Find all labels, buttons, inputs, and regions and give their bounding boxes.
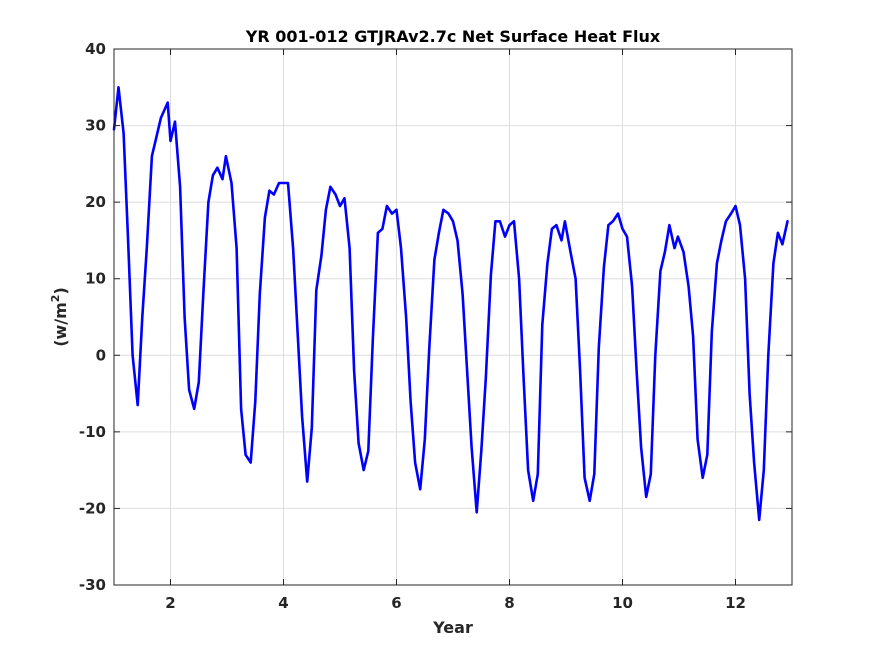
- y-tick-label: 10: [85, 270, 106, 288]
- plot-frame: [113, 48, 793, 586]
- y-tick-label: 40: [85, 40, 106, 58]
- y-tick-label: 0: [96, 346, 106, 364]
- x-tick-label: 8: [504, 594, 514, 612]
- axis-ticks: [114, 48, 792, 586]
- y-axis-label-main: (w/m: [51, 302, 70, 347]
- x-axis-label: Year: [432, 618, 473, 637]
- series-layer: [112, 86, 789, 522]
- x-tick-label: 4: [278, 594, 288, 612]
- x-tick-labels: 2 4 6 8 10 12: [165, 594, 746, 612]
- y-tick-label: 20: [85, 193, 106, 211]
- x-tick-label: 10: [612, 594, 633, 612]
- y-tick-label: -30: [79, 576, 106, 594]
- chart-title: YR 001-012 GTJRAv2.7c Net Surface Heat F…: [245, 27, 661, 46]
- y-tick-label: -10: [79, 423, 106, 441]
- y-axis-label-close: ): [51, 287, 70, 294]
- y-axis-label-superscript: 2: [49, 295, 62, 303]
- grid-lines: [114, 49, 792, 585]
- y-tick-label: 30: [85, 117, 106, 135]
- series-line: [112, 86, 789, 522]
- plot-area: [114, 49, 792, 585]
- y-axis-label: (w/m2): [49, 287, 70, 347]
- x-tick-label: 6: [391, 594, 401, 612]
- x-tick-label: 12: [725, 594, 746, 612]
- y-tick-labels: -30 -20 -10 0 10 20 30 40: [79, 40, 106, 594]
- y-tick-label: -20: [79, 499, 106, 517]
- x-tick-label: 2: [165, 594, 175, 612]
